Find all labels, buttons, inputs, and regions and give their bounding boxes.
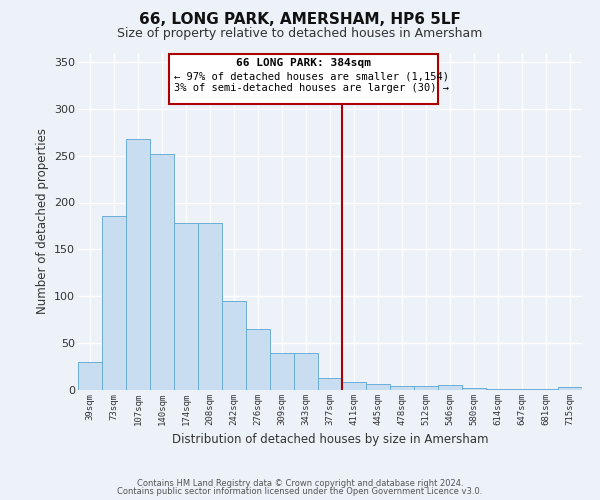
Bar: [150, 154, 174, 390]
Text: 3% of semi-detached houses are larger (30) →: 3% of semi-detached houses are larger (3…: [174, 84, 449, 94]
Bar: [102, 216, 126, 390]
Text: 66 LONG PARK: 384sqm: 66 LONG PARK: 384sqm: [236, 58, 371, 68]
Bar: [486, 389, 510, 390]
Bar: [390, 386, 414, 390]
Text: Contains public sector information licensed under the Open Government Licence v3: Contains public sector information licen…: [118, 487, 482, 496]
Bar: [270, 352, 294, 390]
FancyBboxPatch shape: [169, 54, 438, 104]
Text: Contains HM Land Registry data © Crown copyright and database right 2024.: Contains HM Land Registry data © Crown c…: [137, 478, 463, 488]
Y-axis label: Number of detached properties: Number of detached properties: [35, 128, 49, 314]
Bar: [510, 389, 534, 390]
Bar: [318, 378, 342, 390]
Bar: [126, 138, 150, 390]
Bar: [558, 387, 582, 390]
Text: Size of property relative to detached houses in Amersham: Size of property relative to detached ho…: [118, 28, 482, 40]
Text: 66, LONG PARK, AMERSHAM, HP6 5LF: 66, LONG PARK, AMERSHAM, HP6 5LF: [139, 12, 461, 28]
Bar: [438, 386, 462, 390]
Bar: [174, 223, 198, 390]
Text: ← 97% of detached houses are smaller (1,154): ← 97% of detached houses are smaller (1,…: [174, 71, 449, 81]
Bar: [294, 352, 318, 390]
Bar: [534, 389, 558, 390]
X-axis label: Distribution of detached houses by size in Amersham: Distribution of detached houses by size …: [172, 434, 488, 446]
Bar: [342, 382, 366, 390]
Bar: [246, 329, 270, 390]
Bar: [78, 362, 102, 390]
Bar: [462, 388, 486, 390]
Bar: [222, 301, 246, 390]
Bar: [414, 386, 438, 390]
Bar: [366, 384, 390, 390]
Bar: [198, 223, 222, 390]
